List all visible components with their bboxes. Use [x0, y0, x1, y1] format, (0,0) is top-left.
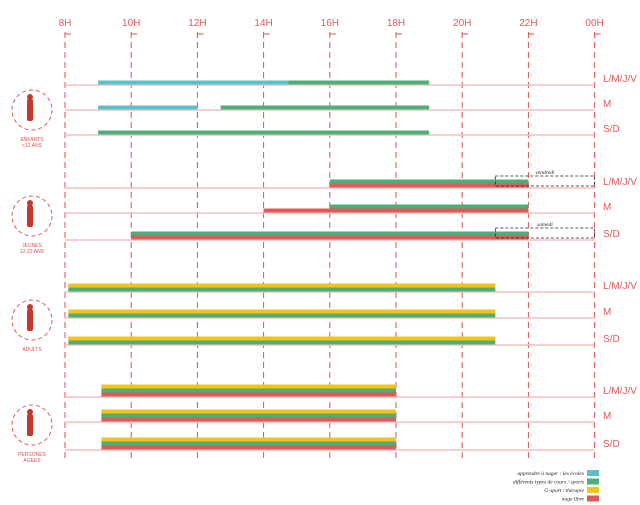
- bar-gsport: [68, 336, 496, 341]
- adult-icon-figure: [27, 309, 33, 331]
- day-label: L/M/J/V: [603, 177, 637, 188]
- group-sublabel: <12 ANS: [22, 143, 43, 149]
- adult-icon-head: [27, 304, 33, 310]
- bar-cours: [220, 105, 430, 110]
- bar-cours: [288, 80, 430, 85]
- bar-cours: [68, 313, 496, 318]
- bar-libre: [101, 417, 396, 422]
- bar-gsport: [101, 384, 396, 389]
- group-sublabel: AGEES: [23, 458, 41, 464]
- x-tick-label: 16H: [321, 18, 339, 29]
- youth-icon-figure: [27, 205, 33, 227]
- bar-cours: [101, 388, 396, 393]
- youth-icon-head: [27, 200, 33, 206]
- x-tick-label: 10H: [122, 18, 140, 29]
- bar-apprendre: [98, 80, 289, 85]
- bar-apprendre: [98, 105, 198, 110]
- legend-label: différents types de cours / sports: [513, 479, 584, 486]
- bar-cours: [68, 287, 496, 292]
- note-label: samedi: [537, 222, 553, 228]
- elderly-icon: [11, 404, 53, 446]
- bar-cours: [68, 340, 496, 345]
- bar-gsport: [68, 283, 496, 288]
- day-label: L/M/J/V: [603, 74, 637, 85]
- x-tick-label: 8H: [59, 18, 72, 29]
- day-label: S/D: [603, 124, 620, 135]
- bar-cours: [131, 231, 529, 236]
- bar-libre: [101, 445, 396, 450]
- x-tick-label: 14H: [254, 18, 272, 29]
- children-icon-head: [27, 94, 33, 100]
- legend-swatch-gsport: [587, 487, 599, 493]
- x-tick-label: 20H: [453, 18, 471, 29]
- legend-swatch-apprendre: [587, 470, 599, 476]
- day-label: M: [603, 99, 611, 110]
- x-tick-label: 18H: [387, 18, 405, 29]
- legend-label: apprendre à nager : les écoles: [517, 471, 584, 477]
- legend-label: G-sport / thérapie: [544, 488, 584, 494]
- elderly-icon-head: [27, 409, 33, 415]
- bar-gsport: [101, 437, 396, 442]
- legend-swatch-cours: [587, 478, 599, 485]
- bar-libre: [329, 183, 529, 188]
- bar-gsport: [101, 409, 396, 414]
- group-label: PERSONES: [18, 452, 46, 458]
- x-tick-label: 12H: [188, 18, 206, 29]
- children-icon-figure: [27, 99, 33, 121]
- adult-icon: [11, 299, 53, 341]
- bar-cours: [98, 130, 430, 135]
- bar-cours: [101, 413, 396, 418]
- group-sublabel: 12-22 ANS: [20, 249, 45, 255]
- bar-cours: [329, 179, 529, 184]
- day-label: M: [603, 202, 611, 213]
- day-label: L/M/J/V: [603, 386, 637, 397]
- day-label: M: [603, 307, 611, 318]
- bar-cours: [101, 441, 396, 446]
- x-tick-label: 22H: [519, 18, 537, 29]
- legend-swatch-libre: [587, 495, 599, 502]
- youth-icon: [11, 195, 53, 237]
- bar-gsport: [68, 309, 496, 314]
- bar-libre: [263, 208, 529, 213]
- note-label: vendredi: [535, 170, 555, 176]
- elderly-icon-figure: [27, 414, 33, 436]
- day-label: S/D: [603, 439, 620, 450]
- group-label: ENFANTS: [20, 137, 44, 143]
- children-icon: [11, 89, 53, 131]
- day-label: S/D: [603, 229, 620, 240]
- bar-libre: [131, 235, 529, 240]
- group-label: ADULTS: [22, 347, 42, 353]
- x-tick-label: 00H: [585, 18, 603, 29]
- bar-cours: [329, 204, 529, 209]
- day-label: S/D: [603, 334, 620, 345]
- day-label: M: [603, 411, 611, 422]
- legend-label: nage libre: [562, 497, 585, 503]
- group-label: JEUNES: [22, 243, 42, 249]
- day-label: L/M/J/V: [603, 281, 637, 292]
- bar-libre: [101, 392, 396, 397]
